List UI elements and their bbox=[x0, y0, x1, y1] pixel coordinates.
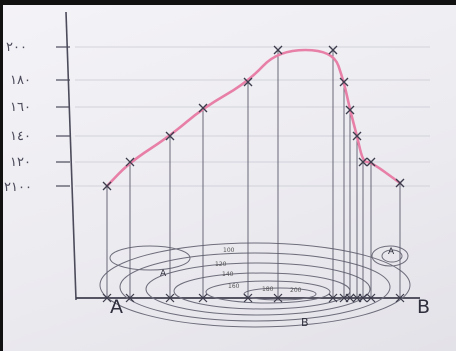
photo-border-top bbox=[0, 0, 456, 5]
contour-a-label: A bbox=[160, 269, 167, 279]
contour-a-label-right: A bbox=[388, 247, 395, 257]
contour-map bbox=[99, 242, 411, 328]
profile-marker bbox=[358, 157, 368, 167]
profile-marker bbox=[352, 131, 362, 141]
profile-curve bbox=[105, 48, 402, 188]
profile-markers bbox=[102, 45, 405, 303]
baseline-marker bbox=[125, 293, 135, 303]
profile-marker bbox=[328, 45, 338, 55]
point-b-label: B bbox=[417, 296, 430, 318]
y-axis-ticks bbox=[56, 46, 70, 187]
contour-label-100: 100 bbox=[223, 247, 235, 254]
photo-border-left bbox=[0, 0, 3, 351]
profile-marker bbox=[165, 131, 175, 141]
y-label-4: ١٤٠ bbox=[10, 129, 31, 144]
contour-label-180: 180 bbox=[262, 286, 274, 293]
baseline-marker bbox=[273, 293, 283, 303]
vertical-axis bbox=[65, 11, 77, 301]
baseline-marker bbox=[345, 293, 355, 303]
profile-marker bbox=[198, 103, 208, 113]
contour-b-label: B bbox=[301, 316, 309, 329]
contour-label-200: 200 bbox=[290, 287, 302, 294]
y-label-2: ١٨٠ bbox=[10, 73, 31, 88]
y-label-6: ٢١٠٠ bbox=[4, 180, 32, 195]
baseline-marker bbox=[328, 293, 338, 303]
profile-marker bbox=[125, 157, 135, 167]
y-label-1: ٢٠٠ bbox=[6, 40, 27, 55]
projection-lines bbox=[106, 50, 401, 298]
baseline-marker bbox=[395, 293, 405, 303]
profile-marker bbox=[102, 181, 112, 191]
y-label-5: ١٢٠ bbox=[10, 155, 31, 170]
profile-marker bbox=[273, 45, 283, 55]
profile-marker bbox=[339, 77, 349, 87]
profile-marker bbox=[345, 105, 355, 115]
baseline-marker bbox=[366, 293, 376, 303]
baseline-marker bbox=[102, 293, 112, 303]
profile-marker bbox=[366, 157, 376, 167]
contour-label-120: 120 bbox=[215, 261, 227, 268]
baseline-marker bbox=[358, 293, 368, 303]
contour-label-140: 140 bbox=[222, 271, 234, 278]
contour-label-160: 160 bbox=[228, 283, 240, 290]
profile-marker bbox=[243, 77, 253, 87]
baseline-marker bbox=[165, 293, 175, 303]
y-label-3: ١٦٠ bbox=[10, 100, 31, 115]
profile-marker bbox=[395, 178, 405, 188]
point-a-label: A bbox=[110, 296, 123, 318]
baseline-marker bbox=[198, 293, 208, 303]
baseline-marker bbox=[243, 293, 253, 303]
